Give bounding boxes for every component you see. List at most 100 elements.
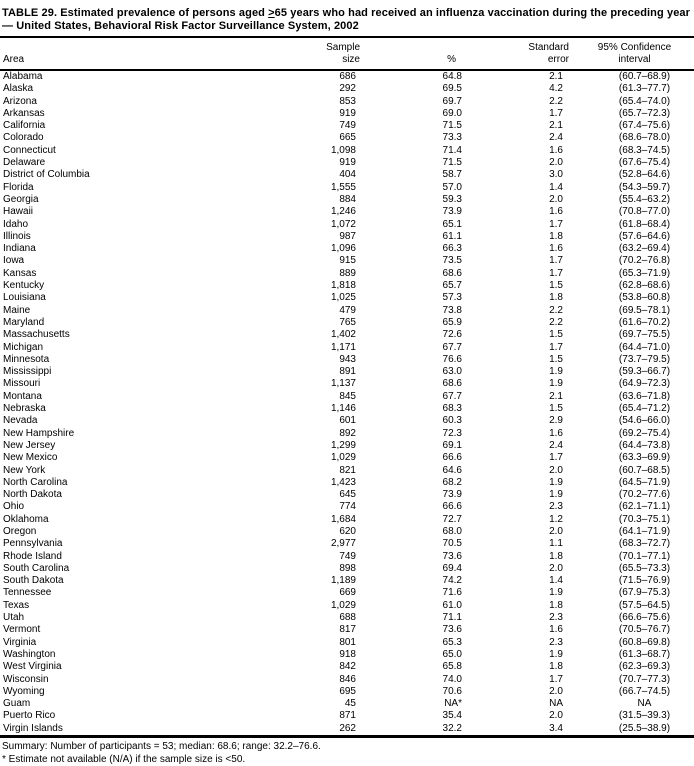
- confidence-interval-cell: (68.3–72.7): [618, 538, 671, 550]
- percent-cell: 73.6: [442, 624, 462, 636]
- confidence-interval-cell: (65.4–74.0): [618, 95, 671, 107]
- sample-size-cell: 943: [339, 353, 356, 365]
- confidence-interval-cell: (63.6–71.8): [618, 390, 671, 402]
- sample-size-cell: 1,029: [330, 452, 356, 464]
- confidence-interval-cell: (70.7–77.3): [618, 673, 671, 685]
- table-row: Louisiana 1,025 57.3 1.8 (53.8–60.8): [0, 292, 694, 304]
- table-row: Idaho 1,072 65.1 1.7 (61.8–68.4): [0, 219, 694, 231]
- standard-error-cell: 1.5: [549, 329, 563, 341]
- sample-size-cell: 262: [339, 722, 356, 734]
- table-row: West Virginia 842 65.8 1.8 (62.3–69.3): [0, 661, 694, 673]
- area-cell: District of Columbia: [3, 169, 90, 181]
- table-row: Wisconsin 846 74.0 1.7 (70.7–77.3): [0, 674, 694, 686]
- sample-size-cell: 918: [339, 648, 356, 660]
- table-row: Virginia 801 65.3 2.3 (60.8–69.8): [0, 637, 694, 649]
- area-cell: Massachusetts: [3, 329, 70, 341]
- confidence-interval-cell: (68.3–74.5): [618, 144, 671, 156]
- col-header-se-line2: error: [474, 54, 575, 71]
- sample-size-cell: 1,555: [330, 181, 356, 193]
- area-cell: Oklahoma: [3, 513, 49, 525]
- table-row: Indiana 1,096 66.3 1.6 (63.2–69.4): [0, 243, 694, 255]
- table-row: Mississippi 891 63.0 1.9 (59.3–66.7): [0, 366, 694, 378]
- sample-size-cell: 821: [339, 464, 356, 476]
- table-row: Ohio 774 66.6 2.3 (62.1–71.1): [0, 501, 694, 513]
- table-row: Nevada 601 60.3 2.9 (54.6–66.0): [0, 415, 694, 427]
- table-row: District of Columbia 404 58.7 3.0 (52.8–…: [0, 169, 694, 181]
- table-row: New Mexico 1,029 66.6 1.7 (63.3–69.9): [0, 452, 694, 464]
- table-row: Vermont 817 73.6 1.6 (70.5–76.7): [0, 624, 694, 636]
- percent-cell: 65.3: [442, 636, 462, 648]
- sample-size-cell: 1,684: [330, 513, 356, 525]
- standard-error-cell: 2.0: [549, 685, 563, 697]
- sample-size-cell: 665: [339, 132, 356, 144]
- area-cell: Delaware: [3, 157, 46, 169]
- area-cell: Colorado: [3, 132, 44, 144]
- sample-size-cell: 1,029: [330, 599, 356, 611]
- standard-error-cell: 1.6: [549, 144, 563, 156]
- area-cell: Arkansas: [3, 107, 45, 119]
- area-cell: Texas: [3, 599, 30, 611]
- table-row: New Jersey 1,299 69.1 2.4 (64.4–73.8): [0, 440, 694, 452]
- table-row: Arkansas 919 69.0 1.7 (65.7–72.3): [0, 108, 694, 120]
- sample-size-cell: 1,818: [330, 280, 356, 292]
- sample-size-cell: 915: [339, 255, 356, 267]
- percent-cell: 66.6: [442, 501, 462, 513]
- sample-size-cell: 749: [339, 120, 356, 132]
- standard-error-cell: 1.9: [549, 366, 563, 378]
- percent-cell: 71.5: [442, 157, 462, 169]
- confidence-interval-cell: (61.3–68.7): [618, 648, 671, 660]
- area-cell: Idaho: [3, 218, 29, 230]
- percent-cell: 73.8: [442, 304, 462, 316]
- percent-cell: 66.3: [442, 243, 462, 255]
- confidence-interval-cell: (61.8–68.4): [618, 218, 671, 230]
- table-row: California 749 71.5 2.1 (67.4–75.6): [0, 120, 694, 132]
- standard-error-cell: 1.8: [549, 599, 563, 611]
- confidence-interval-cell: (70.2–76.8): [618, 255, 671, 267]
- sample-size-cell: 601: [339, 415, 356, 427]
- area-cell: Virgin Islands: [3, 722, 63, 734]
- confidence-interval-cell: (64.4–71.0): [618, 341, 671, 353]
- summary-note: Summary: Number of participants = 53; me…: [2, 741, 321, 753]
- percent-cell: 73.9: [442, 489, 462, 501]
- percent-cell: 71.6: [442, 587, 462, 599]
- table-row: Washington 918 65.0 1.9 (61.3–68.7): [0, 649, 694, 661]
- table-title-text: 65 years who had received an influenza v…: [274, 7, 691, 19]
- percent-cell: 68.6: [442, 378, 462, 390]
- confidence-interval-cell: (70.3–75.1): [618, 513, 671, 525]
- standard-error-cell: 1.9: [549, 378, 563, 390]
- confidence-interval-cell: (71.5–76.9): [618, 575, 671, 587]
- table-row: Illinois 987 61.1 1.8 (57.6–64.6): [0, 231, 694, 243]
- area-cell: Wisconsin: [3, 673, 49, 685]
- sample-size-cell: 688: [339, 612, 356, 624]
- table-row: Guam 45 NA* NA NA: [0, 698, 694, 710]
- percent-cell: 60.3: [442, 415, 462, 427]
- standard-error-cell: 4.2: [549, 83, 563, 95]
- table-row: Colorado 665 73.3 2.4 (68.6–78.0): [0, 132, 694, 144]
- standard-error-cell: 1.6: [549, 243, 563, 255]
- confidence-interval-cell: (70.8–77.0): [618, 206, 671, 218]
- area-cell: Virginia: [3, 636, 37, 648]
- confidence-interval-cell: NA: [637, 698, 652, 710]
- confidence-interval-cell: (67.4–75.6): [618, 120, 671, 132]
- sample-size-cell: 774: [339, 501, 356, 513]
- table-row: South Carolina 898 69.4 2.0 (65.5–73.3): [0, 563, 694, 575]
- table-row: Kansas 889 68.6 1.7 (65.3–71.9): [0, 268, 694, 280]
- area-cell: Alabama: [3, 71, 43, 82]
- standard-error-cell: 1.6: [549, 624, 563, 636]
- area-cell: Florida: [3, 181, 34, 193]
- table-row: Puerto Rico 871 35.4 2.0 (31.5–39.3): [0, 710, 694, 722]
- confidence-interval-cell: (53.8–60.8): [618, 292, 671, 304]
- confidence-interval-cell: (68.6–78.0): [618, 132, 671, 144]
- percent-cell: 71.5: [442, 120, 462, 132]
- table-row: Missouri 1,137 68.6 1.9 (64.9–72.3): [0, 378, 694, 390]
- area-cell: Rhode Island: [3, 550, 62, 562]
- standard-error-cell: 1.6: [549, 206, 563, 218]
- confidence-interval-cell: (65.3–71.9): [618, 267, 671, 279]
- area-cell: Missouri: [3, 378, 41, 390]
- area-cell: Kansas: [3, 267, 37, 279]
- sample-size-cell: 1,137: [330, 378, 356, 390]
- percent-cell: 73.3: [442, 132, 462, 144]
- confidence-interval-cell: (62.3–69.3): [618, 661, 671, 673]
- area-cell: Guam: [3, 698, 31, 710]
- table-header: Sample Standard 95% Confidence Area size…: [0, 38, 694, 71]
